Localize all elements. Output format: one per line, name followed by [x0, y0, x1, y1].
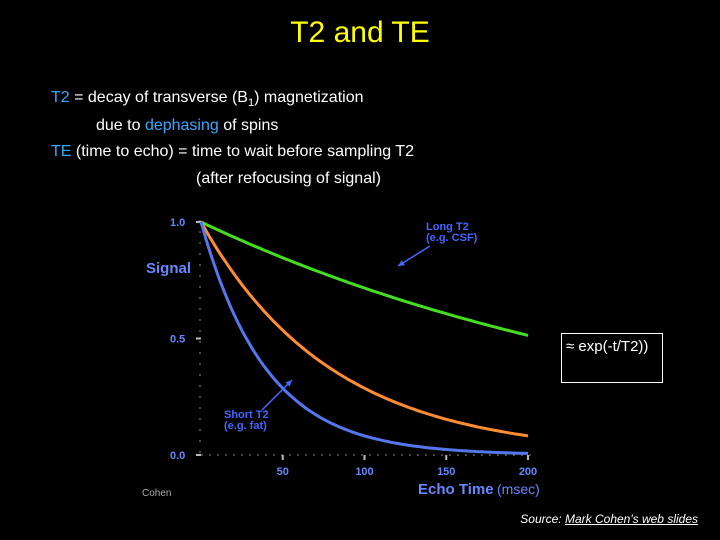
author-credit: Cohen [142, 488, 171, 499]
annotation-label: (e.g. fat) [224, 420, 267, 432]
annotation-label: (e.g. CSF) [426, 232, 478, 244]
te-term: TE [51, 143, 72, 160]
slide-title: T2 and TE [290, 16, 430, 49]
t2-definition-text-a: = decay of transverse (B [69, 89, 248, 106]
decay-curve-1 [199, 221, 529, 438]
decay-curve-2 [199, 221, 529, 455]
b1-subscript: 1 [247, 97, 255, 110]
annotation-label: Long T2 [426, 221, 469, 233]
y-tick-label: 0.0 [170, 450, 185, 462]
te-definition-text: (time to echo) = time to wait before sam… [71, 143, 414, 160]
annotation-arrowhead [398, 260, 405, 266]
source-link[interactable]: Mark Cohen's web slides [564, 512, 698, 526]
annotation-label: Short T2 [224, 409, 269, 421]
dephasing-text-a: due to [96, 117, 145, 134]
annotation-arrow [261, 379, 293, 411]
source-credit: Source: Mark Cohen's web slides [520, 512, 698, 526]
chart-axes [196, 220, 532, 460]
chart-curves [199, 220, 529, 455]
dephasing-term: dephasing [144, 117, 219, 134]
chart-labels: 1.0 0.5 0.0 50 100 150 200 Signal Echo Time (msec… [142, 217, 540, 499]
formula-box: ≈ exp(-t/T2)) [561, 333, 663, 383]
x-tick-label: 150 [437, 466, 455, 478]
t2-term: T2 [51, 89, 70, 106]
x-axis-label: Echo Time [418, 481, 494, 498]
t2-definition-line: T2 = decay of transverse (B1) magnetizat… [51, 89, 364, 109]
x-tick-label: 50 [277, 466, 289, 478]
x-tick-label: 200 [519, 466, 537, 478]
refocusing-line: (after refocusing of signal) [196, 170, 381, 187]
y-tick-label: 1.0 [170, 217, 185, 229]
decay-curve-0 [200, 220, 529, 337]
x-axis-unit: (msec) [497, 481, 540, 497]
annotation-arrowhead [285, 380, 292, 387]
te-definition-line: TE (time to echo) = time to wait before … [51, 143, 414, 161]
y-axis-label: Signal [146, 260, 191, 277]
dephasing-line: due to dephasing of spins [96, 117, 278, 135]
source-prefix: Source: [520, 512, 565, 526]
y-tick-label: 0.5 [170, 334, 185, 346]
t2-definition-text-b: ) magnetization [254, 89, 364, 106]
x-tick-label: 100 [355, 466, 373, 478]
dephasing-text-b: of spins [218, 117, 279, 134]
